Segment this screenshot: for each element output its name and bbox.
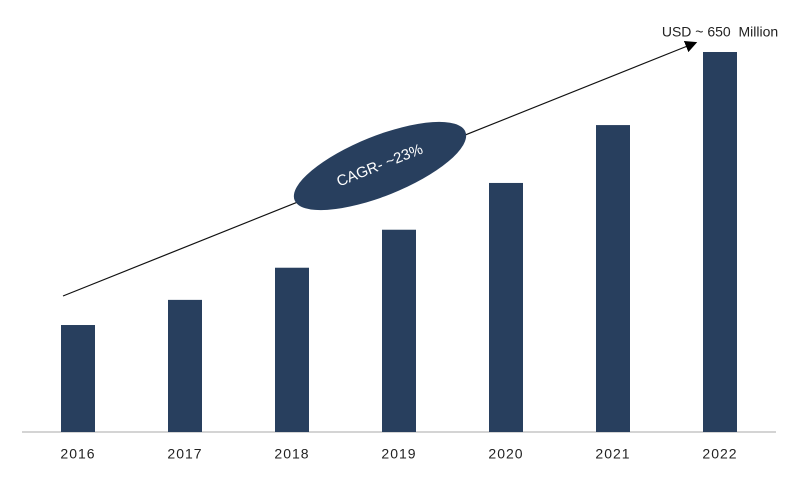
cagr-ellipse: [293, 121, 467, 211]
bar: [703, 52, 737, 432]
bar: [382, 229, 416, 432]
x-tick-label: 2020: [488, 446, 523, 462]
x-tick-label: 2017: [167, 446, 202, 462]
x-tick-label: 2016: [60, 446, 95, 462]
bar: [275, 267, 309, 432]
x-tick-label: 2022: [702, 446, 737, 462]
bar: [596, 125, 630, 433]
bar: [61, 325, 95, 432]
x-tick-label: 2018: [274, 446, 309, 462]
x-tick-label: 2019: [381, 446, 416, 462]
x-tick-label: 2021: [595, 446, 630, 462]
cagr-badge: CAGR- ~23%: [293, 121, 467, 211]
bar: [168, 299, 202, 432]
bar: [489, 182, 523, 432]
total-annotation: USD ~ 650 Million: [662, 24, 778, 40]
